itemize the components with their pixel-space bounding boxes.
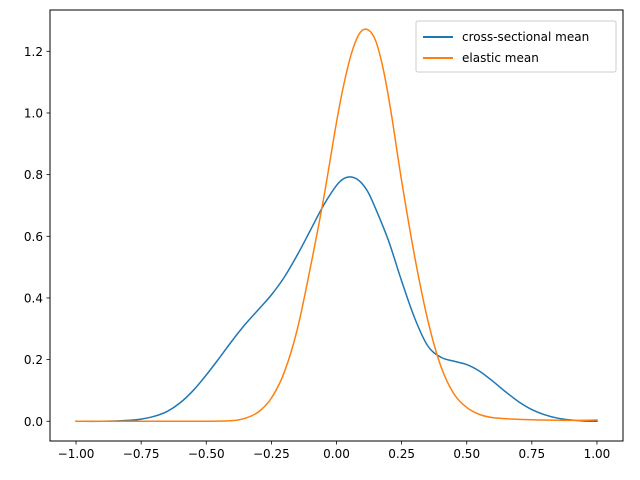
legend-box xyxy=(415,20,617,73)
x-tick-label: −0.25 xyxy=(253,447,290,461)
legend-label-cross-sectional-mean: cross-sectional mean xyxy=(462,30,589,44)
x-tick-label: 1.00 xyxy=(584,447,611,461)
x-tick-label: −0.50 xyxy=(188,447,225,461)
y-tick-label: 0.8 xyxy=(24,168,43,182)
x-tick-label: 0.25 xyxy=(388,447,415,461)
x-tick-label: 0.50 xyxy=(453,447,480,461)
y-tick-label: 0.0 xyxy=(24,415,43,429)
x-tick-label: −0.75 xyxy=(123,447,160,461)
legend: cross-sectional mean elastic mean xyxy=(415,20,617,73)
x-axis: −1.00 −0.75 −0.50 −0.25 0.00 0.25 0.50 0.75 1.00 xyxy=(58,441,611,461)
series-line-cross-sectional-mean xyxy=(75,176,598,423)
y-tick-label: 0.2 xyxy=(24,353,43,367)
y-axis: 0.0 0.2 0.4 0.6 0.8 1.0 1.2 xyxy=(24,45,50,429)
series-layer xyxy=(75,28,598,423)
x-tick-label: −1.00 xyxy=(58,447,95,461)
y-tick-label: 1.2 xyxy=(24,45,43,59)
x-tick-label: 0.75 xyxy=(518,447,545,461)
y-tick-label: 0.4 xyxy=(24,291,43,305)
y-tick-label: 1.0 xyxy=(24,106,43,120)
x-tick-label: 0.00 xyxy=(323,447,350,461)
legend-label-elastic-mean: elastic mean xyxy=(462,51,539,65)
y-tick-label: 0.6 xyxy=(24,230,43,244)
series-line-elastic-mean xyxy=(75,28,598,423)
